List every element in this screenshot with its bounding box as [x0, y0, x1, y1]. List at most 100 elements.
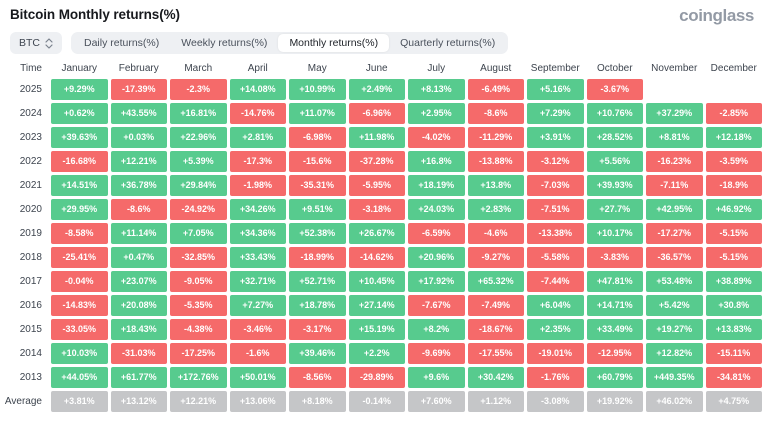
return-cell[interactable]: +16.8% — [408, 151, 465, 172]
return-cell[interactable]: -7.51% — [527, 199, 584, 220]
return-cell[interactable]: -1.98% — [229, 175, 286, 196]
return-cell[interactable]: -25.41% — [51, 247, 108, 268]
return-cell[interactable]: -34.81% — [705, 367, 762, 388]
return-cell[interactable]: +38.89% — [705, 271, 762, 292]
return-cell[interactable]: -5.95% — [348, 175, 405, 196]
return-cell[interactable]: -3.12% — [527, 151, 584, 172]
return-cell[interactable]: +39.93% — [586, 175, 643, 196]
tab-weekly-returns[interactable]: Weekly returns(%) — [170, 34, 278, 52]
return-cell[interactable]: -31.03% — [110, 343, 167, 364]
return-cell[interactable]: -3.17% — [289, 319, 346, 340]
return-cell[interactable]: +13.8% — [467, 175, 524, 196]
return-cell[interactable]: +8.18% — [289, 391, 346, 412]
return-cell[interactable]: -14.76% — [229, 103, 286, 124]
return-cell[interactable]: -4.6% — [467, 223, 524, 244]
return-cell[interactable]: +2.95% — [408, 103, 465, 124]
return-cell[interactable]: +12.21% — [110, 151, 167, 172]
return-cell[interactable]: +37.29% — [646, 103, 703, 124]
return-cell[interactable]: -7.49% — [467, 295, 524, 316]
return-cell[interactable]: +0.47% — [110, 247, 167, 268]
return-cell[interactable]: -6.98% — [289, 127, 346, 148]
return-cell[interactable]: +4.75% — [705, 391, 762, 412]
return-cell[interactable]: +17.92% — [408, 271, 465, 292]
return-cell[interactable]: +36.78% — [110, 175, 167, 196]
return-cell[interactable]: -29.89% — [348, 367, 405, 388]
return-cell[interactable]: -15.6% — [289, 151, 346, 172]
return-cell[interactable]: +11.14% — [110, 223, 167, 244]
return-cell[interactable]: +18.43% — [110, 319, 167, 340]
return-cell[interactable]: -6.96% — [348, 103, 405, 124]
return-cell[interactable]: +5.39% — [170, 151, 227, 172]
return-cell[interactable]: +2.83% — [467, 199, 524, 220]
return-cell[interactable]: -14.62% — [348, 247, 405, 268]
return-cell[interactable]: +33.43% — [229, 247, 286, 268]
return-cell[interactable]: +65.32% — [467, 271, 524, 292]
return-cell[interactable]: +7.29% — [527, 103, 584, 124]
return-cell[interactable]: +8.2% — [408, 319, 465, 340]
return-cell[interactable]: +6.04% — [527, 295, 584, 316]
return-cell[interactable]: +46.92% — [705, 199, 762, 220]
return-cell[interactable]: +2.35% — [527, 319, 584, 340]
return-cell[interactable]: +52.38% — [289, 223, 346, 244]
return-cell[interactable]: +172.76% — [170, 367, 227, 388]
return-cell[interactable]: +13.06% — [229, 391, 286, 412]
return-cell[interactable]: +7.60% — [408, 391, 465, 412]
return-cell[interactable]: +42.95% — [646, 199, 703, 220]
return-cell[interactable]: +32.71% — [229, 271, 286, 292]
return-cell[interactable]: +12.18% — [705, 127, 762, 148]
return-cell[interactable]: +12.82% — [646, 343, 703, 364]
return-cell[interactable]: -3.08% — [527, 391, 584, 412]
return-cell[interactable]: -5.58% — [527, 247, 584, 268]
return-cell[interactable]: +2.49% — [348, 79, 405, 100]
return-cell[interactable]: +29.95% — [51, 199, 108, 220]
return-cell[interactable]: -18.67% — [467, 319, 524, 340]
return-cell[interactable]: -4.38% — [170, 319, 227, 340]
return-cell[interactable]: +47.81% — [586, 271, 643, 292]
return-cell[interactable]: -19.01% — [527, 343, 584, 364]
return-cell[interactable]: +3.81% — [51, 391, 108, 412]
return-cell[interactable]: -5.15% — [705, 223, 762, 244]
return-cell[interactable]: -0.04% — [51, 271, 108, 292]
return-cell[interactable]: +5.16% — [527, 79, 584, 100]
return-cell[interactable]: -6.49% — [467, 79, 524, 100]
return-cell[interactable]: +26.67% — [348, 223, 405, 244]
return-cell[interactable]: -2.3% — [170, 79, 227, 100]
return-cell[interactable]: -18.99% — [289, 247, 346, 268]
return-cell[interactable]: -8.56% — [289, 367, 346, 388]
return-cell[interactable]: +0.03% — [110, 127, 167, 148]
return-cell[interactable]: +16.81% — [170, 103, 227, 124]
return-cell[interactable]: +22.96% — [170, 127, 227, 148]
return-cell[interactable]: +3.91% — [527, 127, 584, 148]
return-cell[interactable]: +50.01% — [229, 367, 286, 388]
return-cell[interactable]: +39.46% — [289, 343, 346, 364]
return-cell[interactable]: +8.13% — [408, 79, 465, 100]
return-cell[interactable]: -3.59% — [705, 151, 762, 172]
return-cell[interactable]: -35.31% — [289, 175, 346, 196]
tab-monthly-returns[interactable]: Monthly returns(%) — [278, 34, 390, 52]
return-cell[interactable]: -24.92% — [170, 199, 227, 220]
return-cell[interactable]: +23.07% — [110, 271, 167, 292]
return-cell[interactable]: -7.03% — [527, 175, 584, 196]
return-cell[interactable]: +30.8% — [705, 295, 762, 316]
return-cell[interactable]: -3.46% — [229, 319, 286, 340]
return-cell[interactable]: -1.76% — [527, 367, 584, 388]
return-cell[interactable]: -17.3% — [229, 151, 286, 172]
return-cell[interactable]: +61.77% — [110, 367, 167, 388]
return-cell[interactable]: -9.27% — [467, 247, 524, 268]
return-cell[interactable]: +13.12% — [110, 391, 167, 412]
return-cell[interactable]: -6.59% — [408, 223, 465, 244]
tab-quarterly-returns[interactable]: Quarterly returns(%) — [389, 34, 506, 52]
return-cell[interactable]: -3.18% — [348, 199, 405, 220]
return-cell[interactable]: -32.85% — [170, 247, 227, 268]
return-cell[interactable]: +30.42% — [467, 367, 524, 388]
return-cell[interactable]: +53.48% — [646, 271, 703, 292]
return-cell[interactable]: -8.6% — [467, 103, 524, 124]
return-cell[interactable]: -5.15% — [705, 247, 762, 268]
return-cell[interactable]: +20.08% — [110, 295, 167, 316]
return-cell[interactable]: +449.35% — [646, 367, 703, 388]
return-cell[interactable]: -14.83% — [51, 295, 108, 316]
return-cell[interactable]: +11.07% — [289, 103, 346, 124]
return-cell[interactable]: -7.44% — [527, 271, 584, 292]
return-cell[interactable]: +7.05% — [170, 223, 227, 244]
return-cell[interactable]: +9.51% — [289, 199, 346, 220]
